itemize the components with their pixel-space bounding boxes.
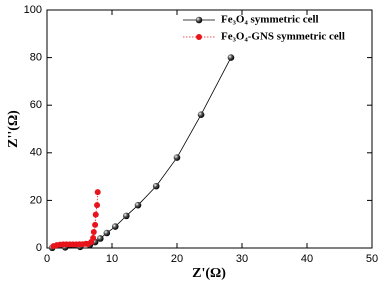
y-tick-label: 0	[36, 242, 42, 254]
data-point	[90, 235, 97, 242]
y-tick-label: 100	[24, 4, 42, 16]
data-point	[197, 111, 205, 119]
x-tick-label: 0	[44, 253, 50, 265]
data-point	[94, 202, 101, 209]
series-line	[52, 57, 232, 249]
legend-label: Fe₃O₄ symmetric cell	[221, 14, 319, 26]
data-point	[123, 212, 130, 220]
x-tick-label: 10	[106, 253, 118, 265]
data-point	[90, 229, 97, 236]
data-point	[227, 54, 235, 61]
x-tick-label: 30	[236, 253, 248, 265]
data-point	[92, 221, 99, 228]
y-tick-label: 60	[30, 99, 42, 111]
data-point	[173, 154, 181, 161]
x-axis-label: Z'(Ω)	[192, 266, 226, 281]
legend-label: Fe₃O₄-GNS symmetric cell	[221, 31, 345, 43]
data-point	[94, 189, 101, 196]
y-tick-label: 80	[30, 52, 42, 64]
data-point	[103, 229, 111, 237]
legend-marker	[196, 34, 202, 40]
data-point	[134, 201, 142, 209]
legend-marker	[195, 16, 203, 24]
data-point	[111, 223, 119, 230]
y-tick-label: 20	[30, 194, 42, 206]
x-tick-label: 40	[301, 253, 313, 265]
x-tick-label: 50	[366, 253, 378, 265]
data-point	[92, 211, 99, 218]
y-axis-label: Z''(Ω)	[6, 110, 21, 148]
x-tick-label: 20	[171, 253, 183, 265]
y-tick-label: 40	[30, 147, 42, 159]
data-point	[97, 235, 104, 242]
plot-frame	[46, 9, 373, 249]
data-point	[152, 182, 160, 190]
